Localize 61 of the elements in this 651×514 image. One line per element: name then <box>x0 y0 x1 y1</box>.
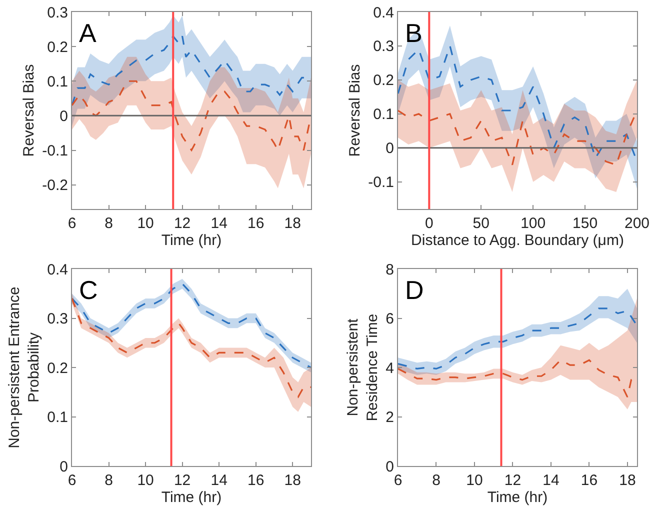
y-tick-label: -0.1 <box>368 174 394 192</box>
y-tick-label: 0.1 <box>47 409 68 426</box>
annotation: B <box>405 18 422 48</box>
y-tick-label: 0.4 <box>47 261 68 278</box>
y-tick-label: 0 <box>60 458 68 476</box>
y-tick-label: 0.2 <box>373 72 394 90</box>
x-tick-label: 10 <box>137 472 154 489</box>
x-axis-title: Time (hr) <box>487 489 548 506</box>
x-tick-label: 18 <box>284 215 301 232</box>
y-tick-label: 0.4 <box>373 4 394 22</box>
x-axis-title: Distance to Agg. Boundary (μm) <box>411 232 624 249</box>
y-tick-label: 6 <box>386 310 394 328</box>
annotation: A <box>79 18 97 48</box>
line-series <box>72 80 311 152</box>
y-tick-label: 0 <box>386 458 394 476</box>
x-axis-title: Time (hr) <box>161 489 222 506</box>
x-tick-label: 12 <box>174 215 191 232</box>
x-tick-label: 0 <box>425 215 434 232</box>
y-tick-label: 0.3 <box>373 38 394 56</box>
y-tick-label: 0.1 <box>373 106 394 124</box>
x-tick-label: 10 <box>137 215 154 232</box>
x-axis-title: Time (hr) <box>161 232 222 249</box>
y-tick-label: 0.2 <box>47 38 68 56</box>
y-tick-label: 2 <box>386 409 394 426</box>
x-tick-label: 18 <box>619 472 636 489</box>
x-tick-label: 8 <box>104 215 113 232</box>
x-tick-label: 14 <box>210 472 228 489</box>
x-tick-label: 12 <box>174 472 191 489</box>
annotation: C <box>79 275 98 305</box>
x-tick-label: 100 <box>520 215 546 232</box>
x-tick-label: 12 <box>504 472 522 489</box>
x-tick-label: 8 <box>432 472 440 489</box>
x-tick-label: 16 <box>580 472 598 489</box>
y-tick-label: 0.3 <box>47 310 68 328</box>
y-axis-title: Reversal Bias <box>20 64 38 157</box>
x-tick-label: 150 <box>572 215 598 232</box>
y-tick-label: 0 <box>60 108 68 125</box>
y-tick-label: 0.2 <box>47 360 68 377</box>
line-series <box>398 308 637 370</box>
line-series <box>398 110 637 166</box>
line-series <box>72 298 311 398</box>
x-tick-label: 10 <box>466 472 483 489</box>
y-tick-label: -0.2 <box>42 177 68 194</box>
y-tick-label: 4 <box>386 360 394 377</box>
y-tick-label: 0.1 <box>47 73 68 90</box>
y-tick-label: 0 <box>386 140 394 158</box>
x-tick-label: 18 <box>284 472 301 489</box>
y-axis-title: Reversal Bias <box>346 64 364 157</box>
x-tick-label: 50 <box>472 215 490 232</box>
x-tick-label: 14 <box>210 215 228 232</box>
annotation: D <box>405 275 424 305</box>
y-axis-title: Non-persistent Residence Time <box>344 314 381 422</box>
x-tick-label: 200 <box>624 215 650 232</box>
y-tick-label: 0.3 <box>47 4 68 22</box>
y-axis-title: Non-persistent Entrance Probability <box>6 286 42 448</box>
x-tick-label: 14 <box>542 472 560 489</box>
x-tick-label: 8 <box>104 472 113 489</box>
x-tick-label: 16 <box>248 472 264 489</box>
x-tick-label: 16 <box>248 215 264 232</box>
y-tick-label: 8 <box>386 261 394 278</box>
y-tick-label: -0.1 <box>42 142 68 160</box>
